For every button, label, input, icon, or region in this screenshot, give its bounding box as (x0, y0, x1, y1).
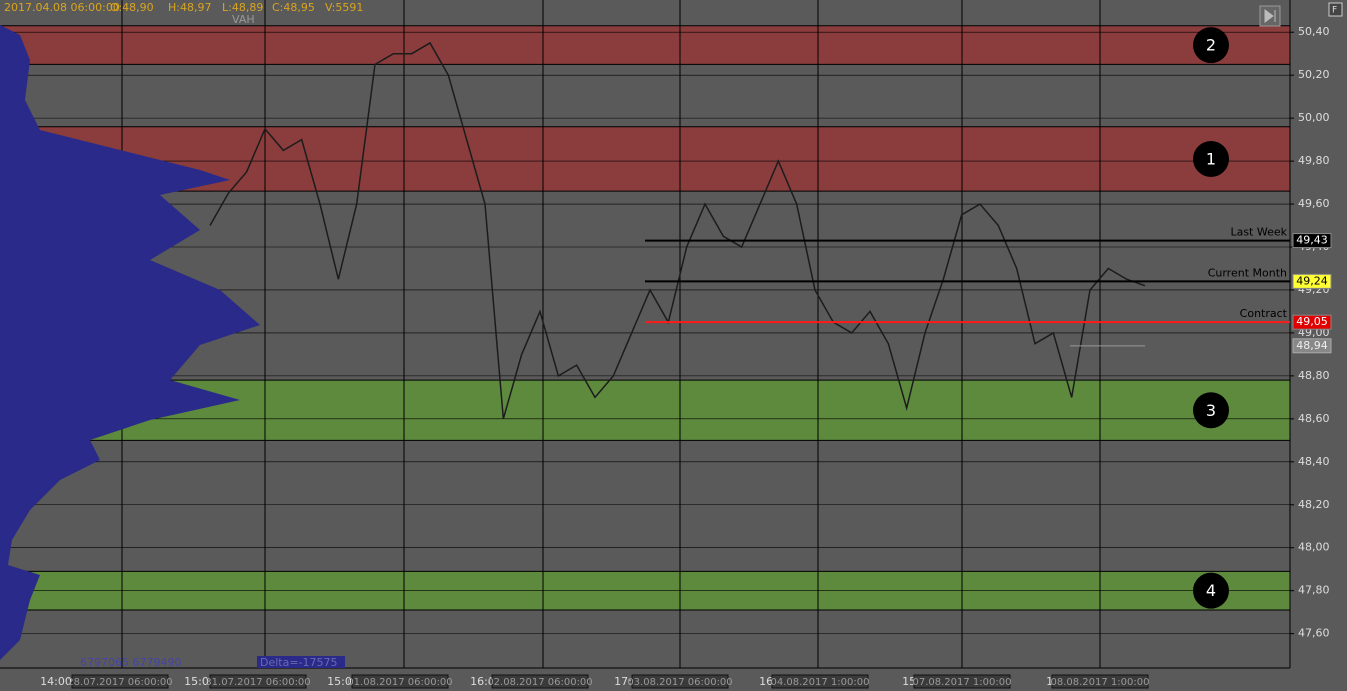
y-tick-label: 50,40 (1298, 25, 1330, 38)
zone-badge (1193, 27, 1229, 64)
price-badge (1292, 273, 1332, 289)
scroll-end-icon (1264, 9, 1276, 23)
x-tick-label: 15:00 (327, 675, 359, 688)
date-box (71, 674, 169, 689)
x-tick-label: 08.08.2017 1:00:00 (1051, 677, 1150, 688)
zone-badge (1193, 572, 1229, 609)
zone (0, 380, 1290, 441)
date-box (491, 674, 589, 689)
y-tick-label: 48,20 (1298, 498, 1330, 511)
y-tick-label: 48,00 (1298, 541, 1330, 554)
price-badge (1292, 233, 1332, 249)
x-tick-label: 14:00 (40, 675, 72, 688)
price-badge (1292, 338, 1332, 354)
date-box (631, 674, 729, 689)
x-tick-label: 04.08.2017 1:00:00 (771, 677, 870, 688)
f-button-label: F (1332, 6, 1337, 16)
price-badge-label: 48,94 (1296, 339, 1328, 352)
level-label: Current Month (1208, 266, 1287, 279)
delta-box (257, 656, 345, 668)
date-box (209, 674, 307, 689)
date-box (913, 674, 1011, 689)
x-tick-label: 28.07.2017 06:00:00 (67, 677, 172, 688)
price-badge-label: 49,05 (1296, 315, 1328, 328)
x-tick-label: 15:00 (184, 675, 216, 688)
profile-volumes: 6797065 6779490 (80, 656, 181, 669)
y-tick-label: 47,60 (1298, 627, 1330, 640)
header-time: 2017.04.08 06:00:00 (4, 1, 120, 14)
y-tick-label: 47,80 (1298, 584, 1330, 597)
x-tick-label: 31.07.2017 06:00:00 (205, 677, 310, 688)
header-volume: V:5591 (325, 1, 363, 14)
header-high: H:48,97 (168, 1, 211, 14)
zone-badge (1193, 392, 1229, 429)
y-tick-label: 50,00 (1298, 111, 1330, 124)
header-low: L:48,89 (222, 1, 263, 14)
level-label: Contract (1240, 307, 1288, 320)
x-tick-label: 03.08.2017 06:00:00 (627, 677, 732, 688)
x-tick-label: 01.08.2017 06:00:00 (347, 677, 452, 688)
zone (0, 25, 1290, 65)
zone-number: 4 (1206, 581, 1216, 600)
zone-number: 3 (1206, 401, 1216, 420)
price-line (209, 41, 1146, 420)
level-label: Last Week (1230, 226, 1287, 239)
zone-number: 1 (1206, 149, 1216, 168)
date-box (1051, 674, 1149, 689)
profile-delta: Delta=-17575 (260, 656, 338, 669)
x-tick-label: 07.08.2017 1:00:00 (913, 677, 1012, 688)
y-tick-label: 48,60 (1298, 412, 1330, 425)
zone-badge (1193, 140, 1229, 177)
date-box (771, 674, 869, 689)
header-open: O:48,90 (110, 1, 154, 14)
price-badge-label: 49,43 (1296, 234, 1328, 247)
y-tick-label: 49,80 (1298, 154, 1330, 167)
y-tick-label: 50,20 (1298, 68, 1330, 81)
y-tick-label: 48,40 (1298, 455, 1330, 468)
date-box (351, 674, 449, 689)
x-tick-label: 02.08.2017 06:00:00 (487, 677, 592, 688)
price-badge-label: 49,24 (1296, 274, 1328, 287)
f-button[interactable] (1328, 2, 1343, 17)
zone-number: 2 (1206, 36, 1216, 55)
y-tick-label: 49,60 (1298, 197, 1330, 210)
volume-profile (0, 25, 260, 660)
price-badge (1292, 314, 1332, 330)
header-close: C:48,95 (272, 1, 315, 14)
y-tick-label: 48,80 (1298, 369, 1330, 382)
vah-label: VAH (232, 13, 255, 26)
